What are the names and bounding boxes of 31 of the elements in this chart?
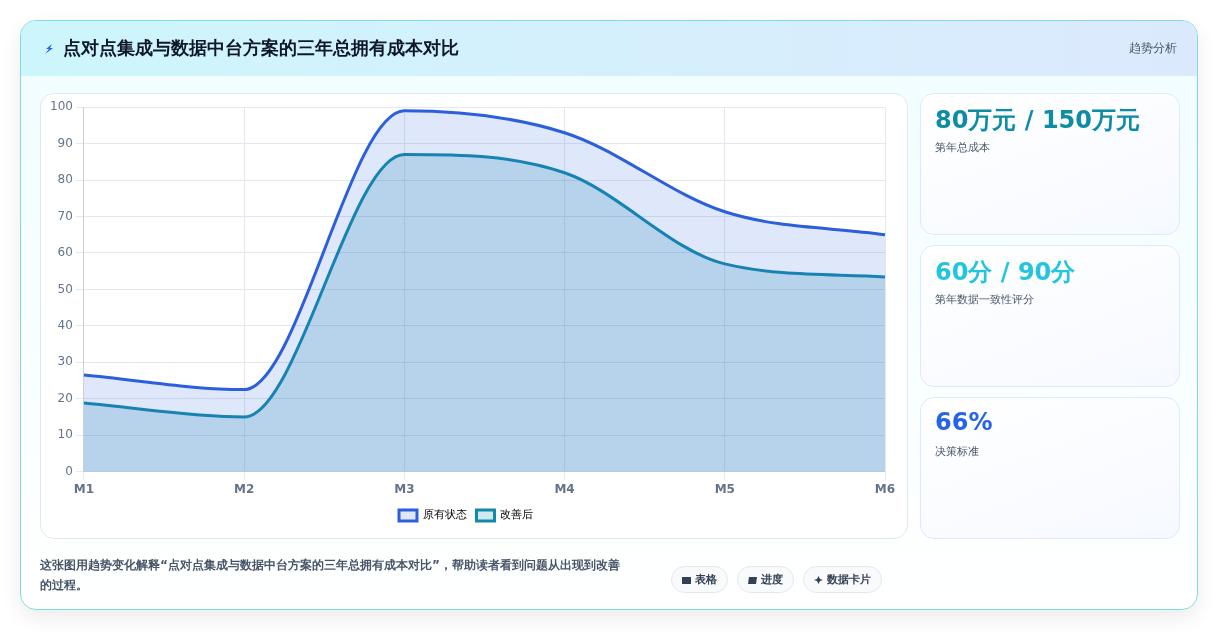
x-tick-label: M5 bbox=[714, 481, 735, 496]
y-tick-label: 90 bbox=[57, 135, 73, 150]
legend-label: 改善后 bbox=[500, 508, 533, 522]
text: 决策标准 bbox=[935, 444, 979, 459]
x-tick-label: M3 bbox=[394, 481, 415, 496]
y-tick-label: 60 bbox=[57, 245, 73, 260]
y-tick-label: 10 bbox=[57, 427, 73, 442]
y-tick-label: 0 bbox=[65, 463, 73, 478]
x-tick-label: M4 bbox=[554, 481, 575, 496]
legend-label: 原有状态 bbox=[422, 508, 467, 522]
text: 60分 / 90分 bbox=[935, 257, 1076, 288]
text: 第年数据一致性评分 bbox=[935, 292, 1034, 307]
text: 这张图用趋势变化解释“点对点集成与数据中台方案的三年总拥有成本对比”，帮助读者看到问题从出现到改善的过程。 bbox=[40, 557, 621, 594]
y-tick-label: 50 bbox=[57, 281, 73, 296]
text: 数据卡片 bbox=[827, 572, 871, 587]
x-tick-label: M6 bbox=[874, 481, 896, 496]
x-tick-label: M1 bbox=[73, 481, 95, 496]
text: 趋势分析 bbox=[1129, 40, 1177, 57]
y-tick-label: 20 bbox=[57, 390, 73, 405]
y-tick-label: 100 bbox=[50, 99, 73, 114]
text: 进度 bbox=[761, 572, 783, 587]
x-tick-label: M2 bbox=[233, 481, 255, 496]
chart-title: 点对点集成与数据中台方案的三年总拥有成本对比 bbox=[63, 36, 459, 60]
y-tick-label: 70 bbox=[57, 208, 73, 223]
y-tick-label: 30 bbox=[57, 354, 73, 369]
text: 表格 bbox=[695, 572, 717, 587]
text: 第年总成本 bbox=[935, 140, 990, 155]
y-tick-label: 40 bbox=[57, 317, 73, 332]
text: 80万元 / 150万元 bbox=[935, 105, 1140, 136]
text: 66% bbox=[935, 408, 993, 436]
y-tick-label: 80 bbox=[57, 172, 73, 187]
